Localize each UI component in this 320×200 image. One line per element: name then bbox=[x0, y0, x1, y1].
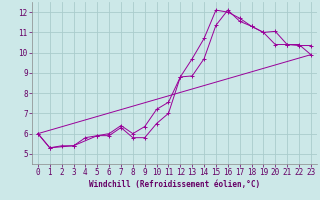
X-axis label: Windchill (Refroidissement éolien,°C): Windchill (Refroidissement éolien,°C) bbox=[89, 180, 260, 189]
